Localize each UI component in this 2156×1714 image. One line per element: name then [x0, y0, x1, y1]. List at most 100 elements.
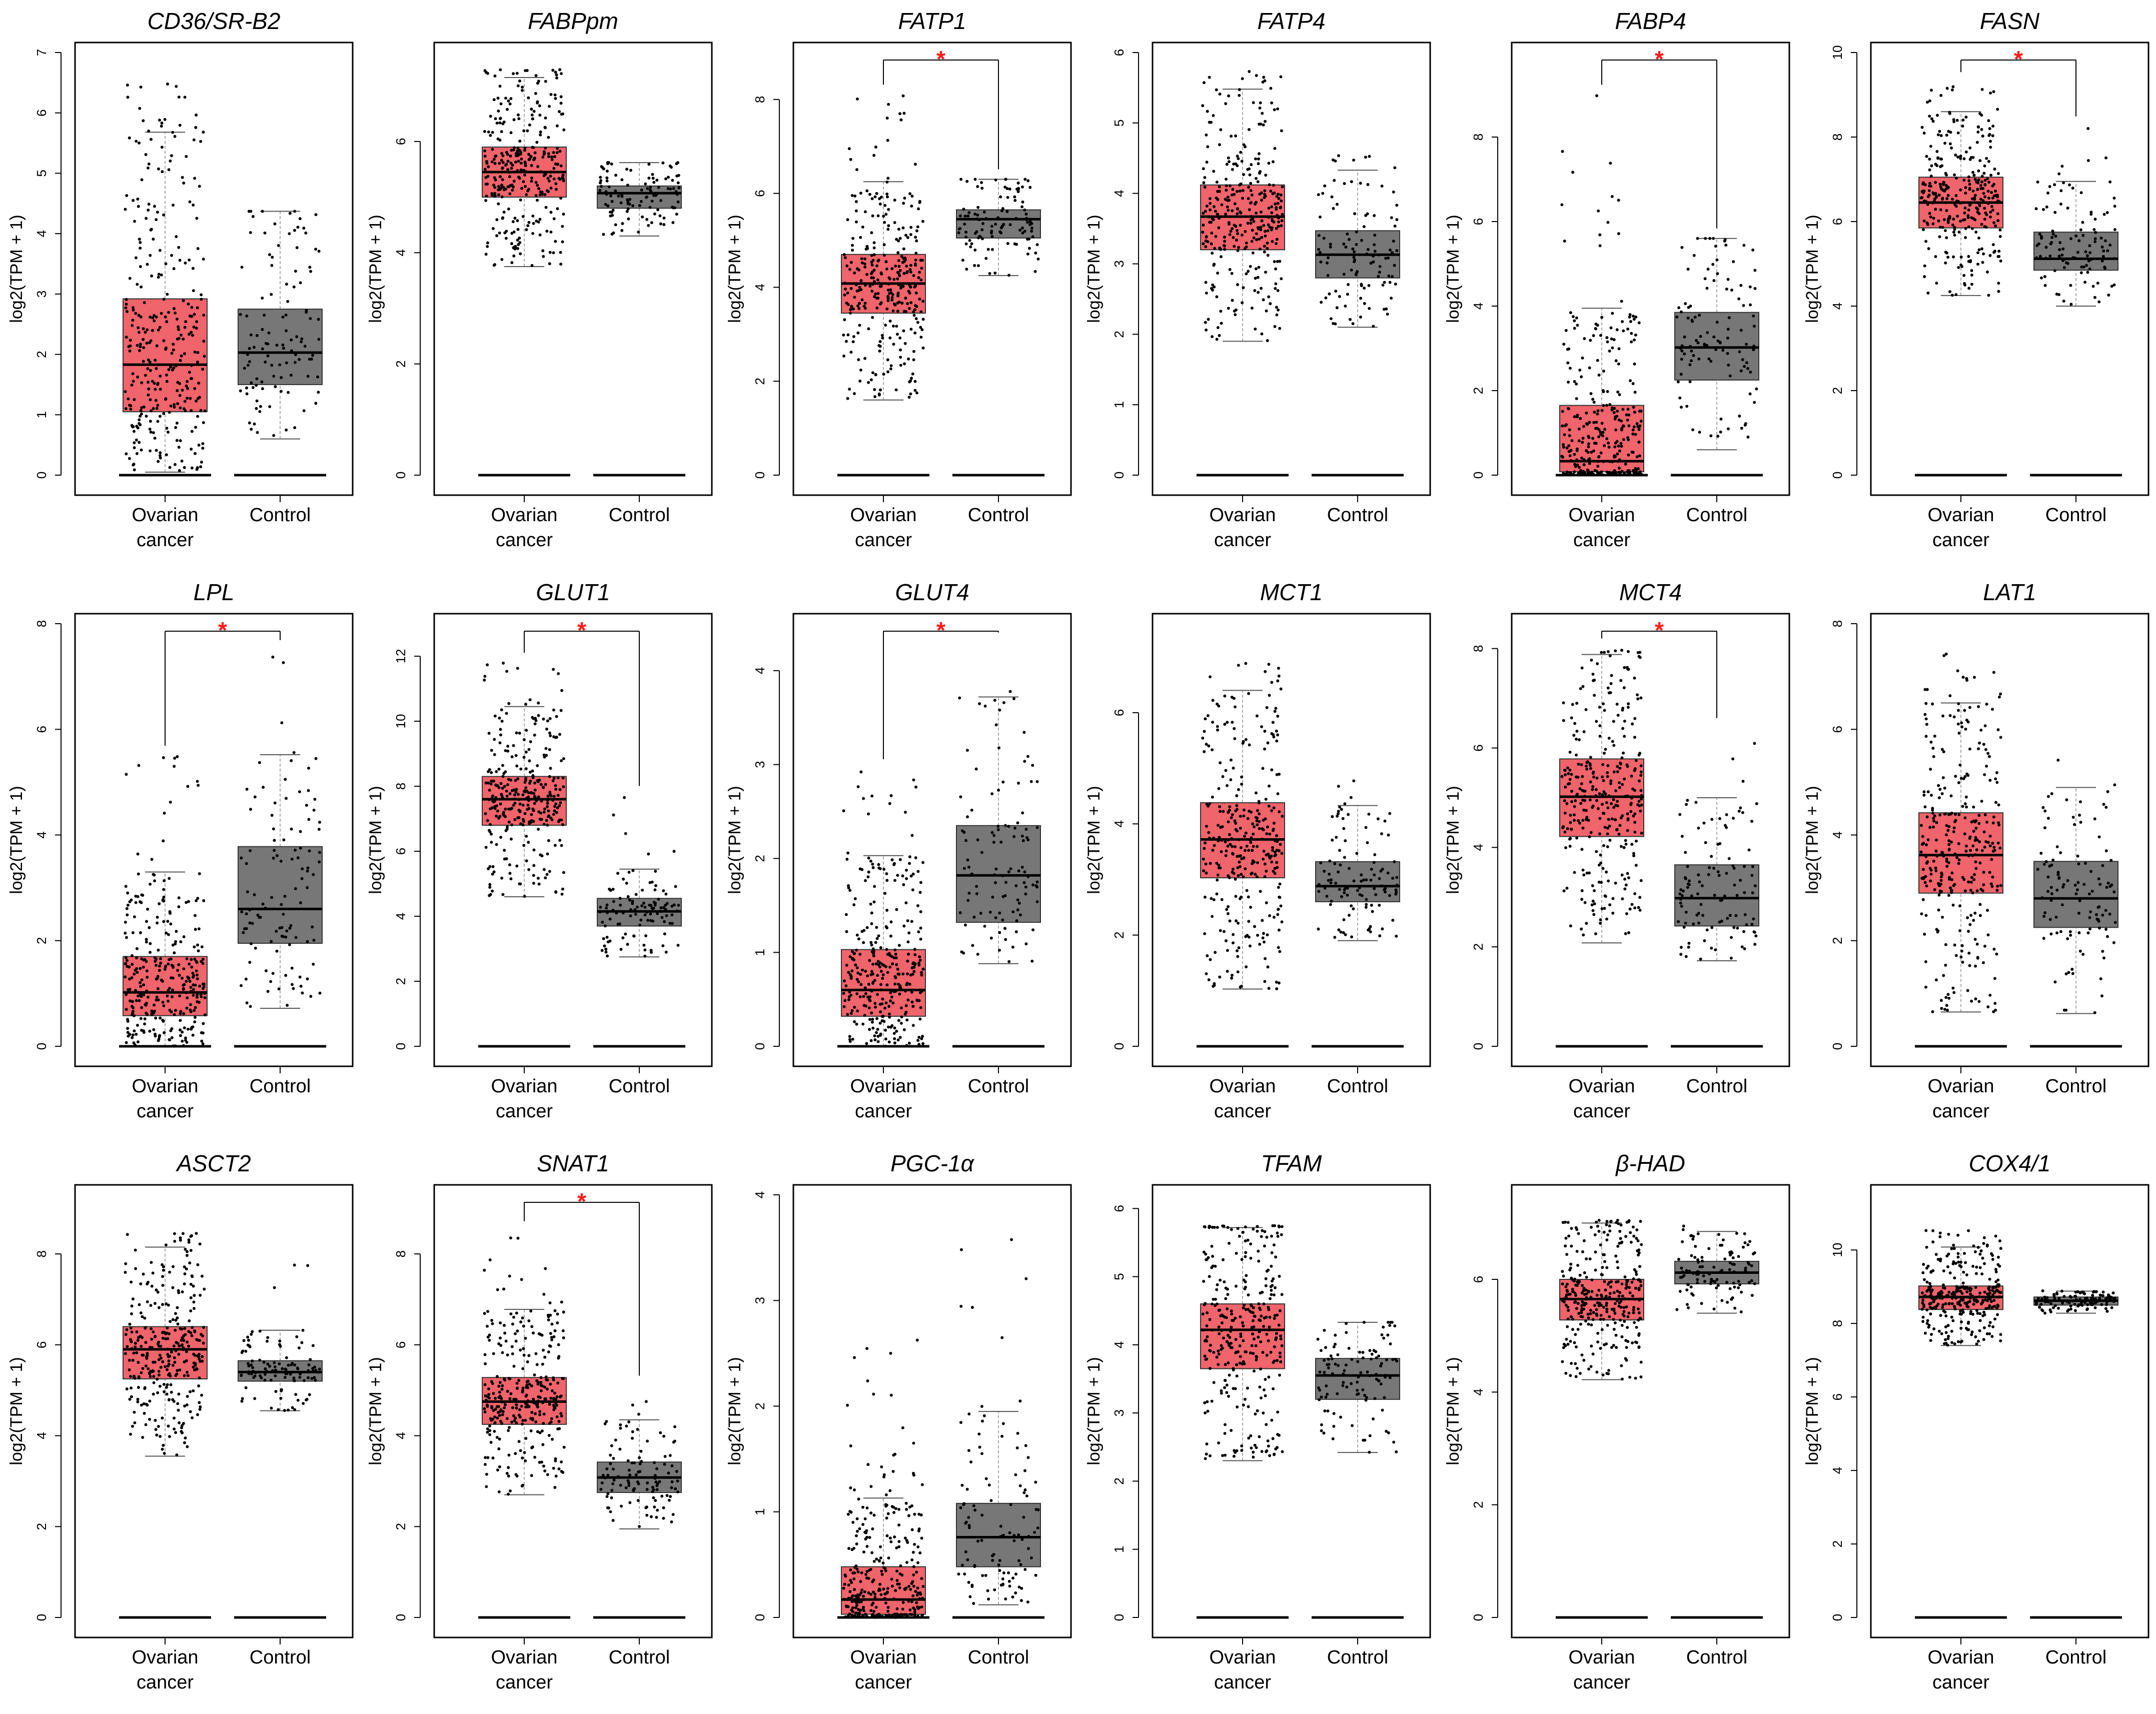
data-point [558, 839, 562, 842]
data-point [874, 1005, 877, 1009]
data-point [1367, 284, 1371, 287]
data-point [508, 192, 512, 196]
data-point [501, 178, 504, 182]
data-point [1202, 167, 1205, 171]
data-point [1266, 741, 1270, 745]
data-point [964, 242, 968, 246]
data-point [1258, 827, 1261, 830]
data-point [1279, 687, 1283, 691]
data-point [188, 962, 191, 966]
data-point [1615, 440, 1619, 443]
data-point [1252, 101, 1255, 105]
data-point [1372, 260, 1375, 264]
data-point [894, 388, 898, 392]
data-point [1265, 706, 1269, 709]
data-point [1928, 212, 1931, 215]
data-point [893, 879, 896, 882]
data-point [547, 179, 551, 183]
data-point [669, 187, 672, 191]
data-point [515, 731, 518, 735]
data-point [542, 174, 546, 178]
data-point [1561, 410, 1564, 413]
data-point [1618, 393, 1621, 397]
data-point [631, 204, 635, 208]
data-point [1920, 126, 1924, 129]
data-point [483, 168, 487, 171]
data-point [522, 738, 526, 741]
data-point [1935, 164, 1939, 168]
data-point [1934, 208, 1937, 211]
data-point [1242, 143, 1246, 147]
data-point [650, 906, 654, 910]
data-point [1395, 890, 1398, 894]
data-point [559, 263, 563, 266]
data-point [650, 880, 654, 884]
data-point [1251, 859, 1255, 863]
data-point [1955, 119, 1959, 122]
data-point [1370, 868, 1373, 871]
data-point [1727, 363, 1730, 367]
data-point [624, 832, 627, 835]
data-point [626, 184, 629, 187]
data-point [860, 257, 863, 261]
data-point [634, 912, 637, 916]
data-point [506, 160, 510, 163]
data-point [1028, 223, 1032, 226]
data-point [1228, 809, 1231, 812]
data-point [1226, 721, 1229, 724]
data-point [308, 358, 311, 361]
data-points [842, 770, 925, 1048]
data-point [1020, 865, 1024, 869]
data-point [626, 895, 630, 898]
data-point [1008, 223, 1012, 227]
data-point [1631, 722, 1634, 726]
data-point [1593, 694, 1596, 697]
data-point [1373, 243, 1376, 247]
data-point [1976, 251, 1979, 255]
data-point [616, 922, 620, 926]
data-point [958, 696, 961, 700]
data-point [873, 395, 877, 398]
data-point [162, 298, 166, 301]
data-point [891, 962, 894, 966]
data-point [877, 934, 880, 938]
data-point [202, 314, 206, 317]
data-point [1366, 841, 1369, 844]
data-point [179, 334, 183, 337]
data-point [129, 999, 132, 1003]
data-point [1749, 303, 1752, 307]
data-point [307, 818, 311, 821]
data-point [647, 177, 651, 180]
box-control [1312, 779, 1404, 1048]
data-point [957, 227, 961, 231]
data-point [178, 469, 181, 472]
data-point [1587, 445, 1590, 449]
data-point [1714, 245, 1717, 248]
data-point [658, 214, 662, 218]
data-point [1259, 228, 1263, 232]
data-point [904, 1004, 908, 1007]
data-point [1249, 189, 1253, 193]
data-point [1238, 860, 1241, 864]
data-point [1568, 845, 1572, 848]
data-point [519, 168, 523, 172]
data-point [1213, 247, 1217, 250]
data-point [1226, 912, 1230, 915]
data-point [921, 346, 925, 350]
data-point [871, 947, 875, 951]
data-point [1704, 237, 1707, 240]
data-point [1580, 763, 1583, 766]
data-point [1215, 295, 1219, 299]
data-point [1631, 315, 1635, 318]
data-point [500, 159, 503, 162]
data-point [312, 808, 316, 812]
data-point [1980, 175, 1984, 178]
data-point [1268, 183, 1271, 187]
data-point [1267, 207, 1271, 210]
data-point [1617, 362, 1620, 366]
data-point [157, 276, 160, 279]
data-point [145, 920, 148, 923]
data-point [1991, 125, 1995, 128]
data-point [1632, 854, 1636, 857]
